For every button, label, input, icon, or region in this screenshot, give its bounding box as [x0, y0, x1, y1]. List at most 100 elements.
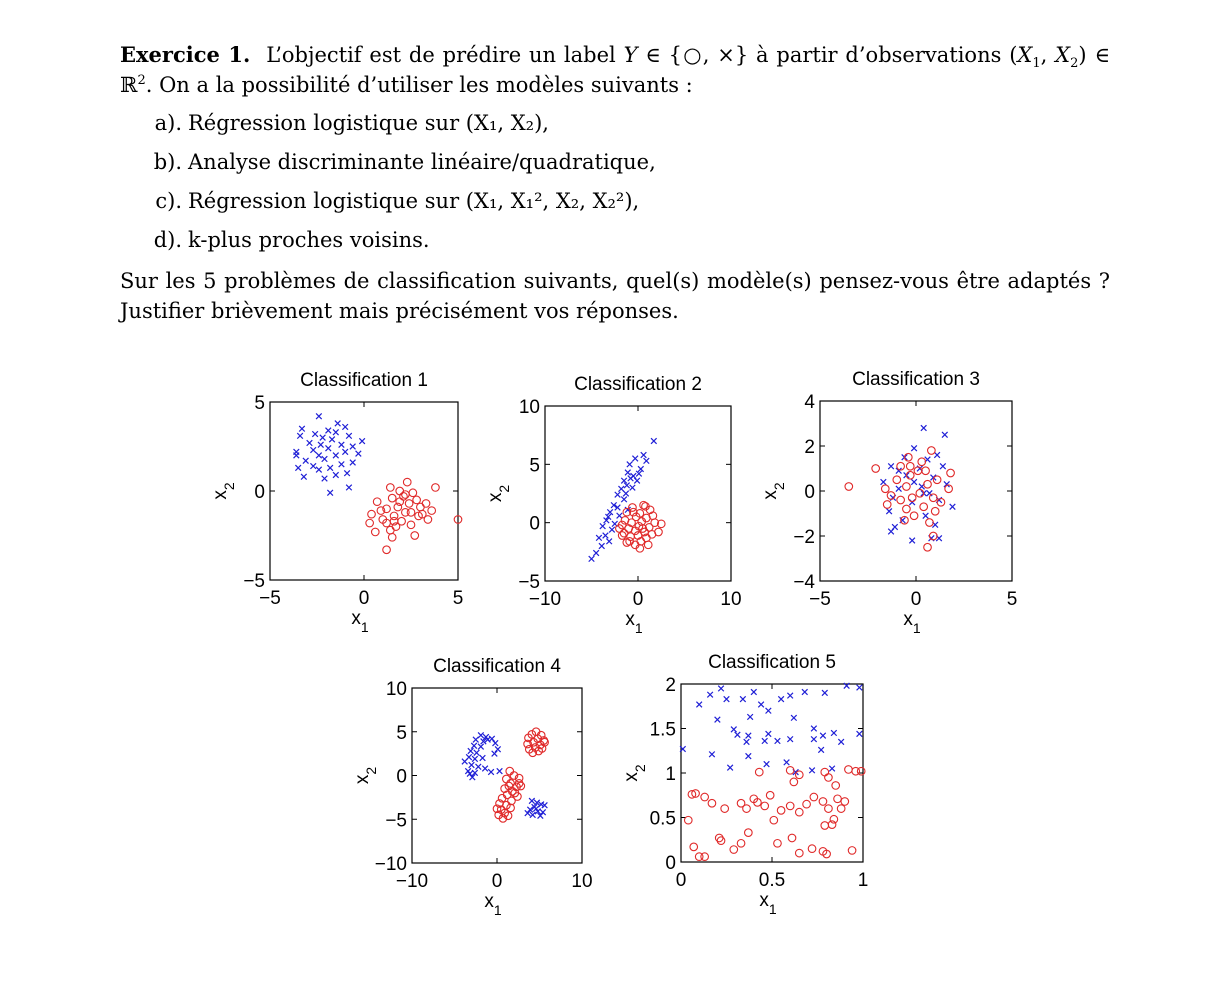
circle-point — [689, 842, 699, 852]
y-tick-label: −2 — [793, 527, 815, 548]
cross-point — [473, 749, 480, 756]
circle-point — [765, 790, 775, 800]
y-tick-label: 0 — [529, 514, 540, 535]
cross-point — [817, 746, 825, 754]
plot-title: Classification 3 — [852, 369, 980, 390]
cross-point — [631, 455, 639, 462]
cross-point — [623, 482, 631, 489]
circle-point — [638, 524, 648, 533]
cross-point — [306, 439, 313, 447]
circle-point — [700, 792, 710, 802]
cross-point — [479, 754, 486, 762]
circle-point — [829, 814, 839, 824]
cross-point — [745, 732, 752, 739]
circle-point — [773, 838, 782, 848]
scatter-plot-5: Classification 5 0 0.5 1 0 0.5 1 1.5 2 x1 x2 — [621, 652, 868, 917]
circle-point — [635, 543, 645, 553]
circle-point — [787, 833, 797, 843]
circle-point — [824, 773, 833, 782]
cross-point — [895, 485, 902, 492]
cross-point — [616, 512, 623, 519]
x-tick-label: 0 — [492, 871, 503, 892]
y-tick-label: 2 — [665, 675, 676, 696]
circle-point — [820, 767, 830, 777]
x-tick-label: 0.5 — [759, 870, 785, 891]
circle-point — [370, 527, 380, 537]
intro-part-2: ∈ {○, ×} à partir d’observations ( — [637, 43, 1018, 67]
plot-frame — [411, 687, 583, 864]
cross-point — [695, 701, 703, 708]
circle-point — [925, 518, 934, 527]
x-axis-label: x1 — [625, 609, 643, 636]
y-tick-label: 2 — [804, 437, 815, 458]
circle-point — [506, 803, 515, 813]
exercise-question: Sur les 5 problèmes de classification su… — [120, 269, 1110, 323]
circle-point — [720, 804, 730, 813]
circle-point — [930, 506, 940, 516]
y-tick-label: 5 — [529, 455, 540, 476]
cross-point — [471, 755, 479, 763]
circle-point — [831, 781, 841, 790]
circle-point — [902, 504, 911, 514]
cross-point — [343, 469, 351, 477]
cross-point — [821, 689, 829, 697]
cross-point — [332, 429, 340, 436]
circle-point — [540, 737, 549, 747]
model-item: b). Analyse discriminante linéaire/quadra… — [140, 143, 1110, 182]
x-tick-label: 1 — [858, 870, 869, 891]
circle-point — [372, 497, 382, 507]
circle-point — [514, 779, 524, 788]
circle-point — [776, 806, 786, 815]
circle-point — [736, 798, 746, 808]
circle-point — [395, 497, 405, 507]
cross-point — [790, 714, 798, 722]
cross-point — [349, 459, 356, 466]
circle-point — [928, 531, 938, 541]
circle-point — [794, 807, 804, 817]
cross-point — [757, 701, 765, 708]
circle-point — [431, 483, 440, 492]
circle-point — [714, 833, 724, 843]
cross-point — [750, 688, 758, 696]
y-axis-label: x2 — [352, 767, 379, 785]
cross-point — [763, 760, 770, 768]
circle-point — [534, 746, 544, 756]
cross-point — [315, 466, 323, 473]
cross-point — [908, 537, 916, 544]
cross-point — [629, 484, 636, 491]
y-tick-label: −4 — [793, 572, 815, 593]
plot-title: Classification 5 — [708, 652, 836, 673]
cross-point — [910, 478, 918, 486]
circle-point — [915, 488, 925, 498]
circle-point — [378, 515, 388, 524]
circle-point — [794, 770, 804, 780]
x-tick-label: 10 — [720, 589, 741, 610]
x-tick-label: −5 — [259, 588, 281, 609]
circle-point — [807, 844, 817, 854]
circle-point — [880, 484, 890, 494]
circle-point — [367, 509, 376, 519]
circle-point — [492, 804, 502, 814]
cross-point — [468, 761, 475, 769]
cross-point — [326, 464, 334, 472]
cross-point — [777, 695, 785, 703]
cross-point — [466, 770, 474, 777]
cross-point — [332, 471, 340, 479]
circle-point — [385, 483, 395, 492]
cross-point — [746, 713, 754, 721]
cross-point — [679, 745, 687, 753]
circle-point — [909, 511, 919, 521]
circle-point — [833, 794, 842, 804]
cross-point — [328, 436, 336, 443]
cross-point — [598, 542, 605, 550]
circle-point — [896, 461, 905, 471]
cross-point — [614, 504, 621, 511]
cross-point — [650, 437, 658, 445]
circle-point — [387, 493, 397, 503]
circle-point — [507, 796, 516, 806]
cross-point — [338, 461, 345, 468]
cross-point — [475, 763, 482, 770]
cross-point — [541, 802, 548, 809]
cross-point — [334, 420, 341, 427]
cross-point — [341, 423, 349, 431]
